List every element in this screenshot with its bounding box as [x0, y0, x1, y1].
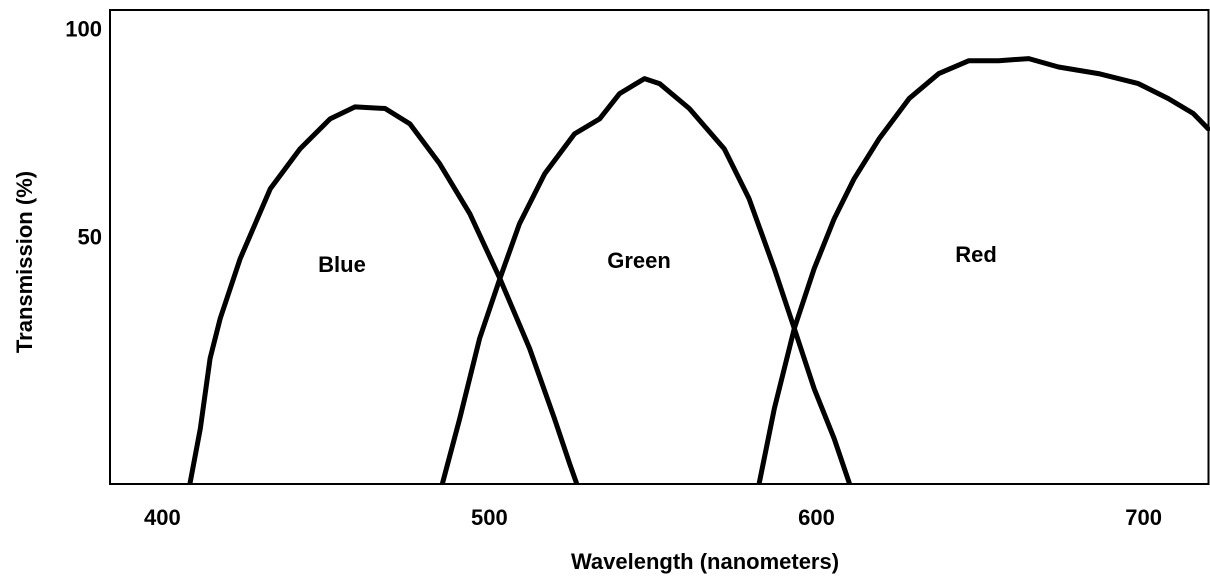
x-tick-label: 700 — [1125, 505, 1162, 530]
plot-frame — [109, 9, 1210, 485]
x-tick-label: 600 — [798, 505, 835, 530]
series-label: Green — [607, 248, 671, 273]
y-axis-label: Transmission (%) — [12, 171, 37, 353]
x-tick-label: 500 — [471, 505, 508, 530]
y-tick-label: 50 — [78, 224, 102, 249]
line-series — [756, 56, 1210, 484]
series-label: Blue — [318, 252, 366, 277]
y-tick-label: 100 — [65, 17, 102, 42]
x-tick-label: 400 — [144, 505, 181, 530]
curves — [187, 56, 1210, 484]
series-label: Red — [955, 242, 997, 267]
line-series — [187, 104, 579, 484]
x-axis-label: Wavelength (nanometers) — [571, 549, 839, 574]
line-series — [440, 76, 852, 484]
